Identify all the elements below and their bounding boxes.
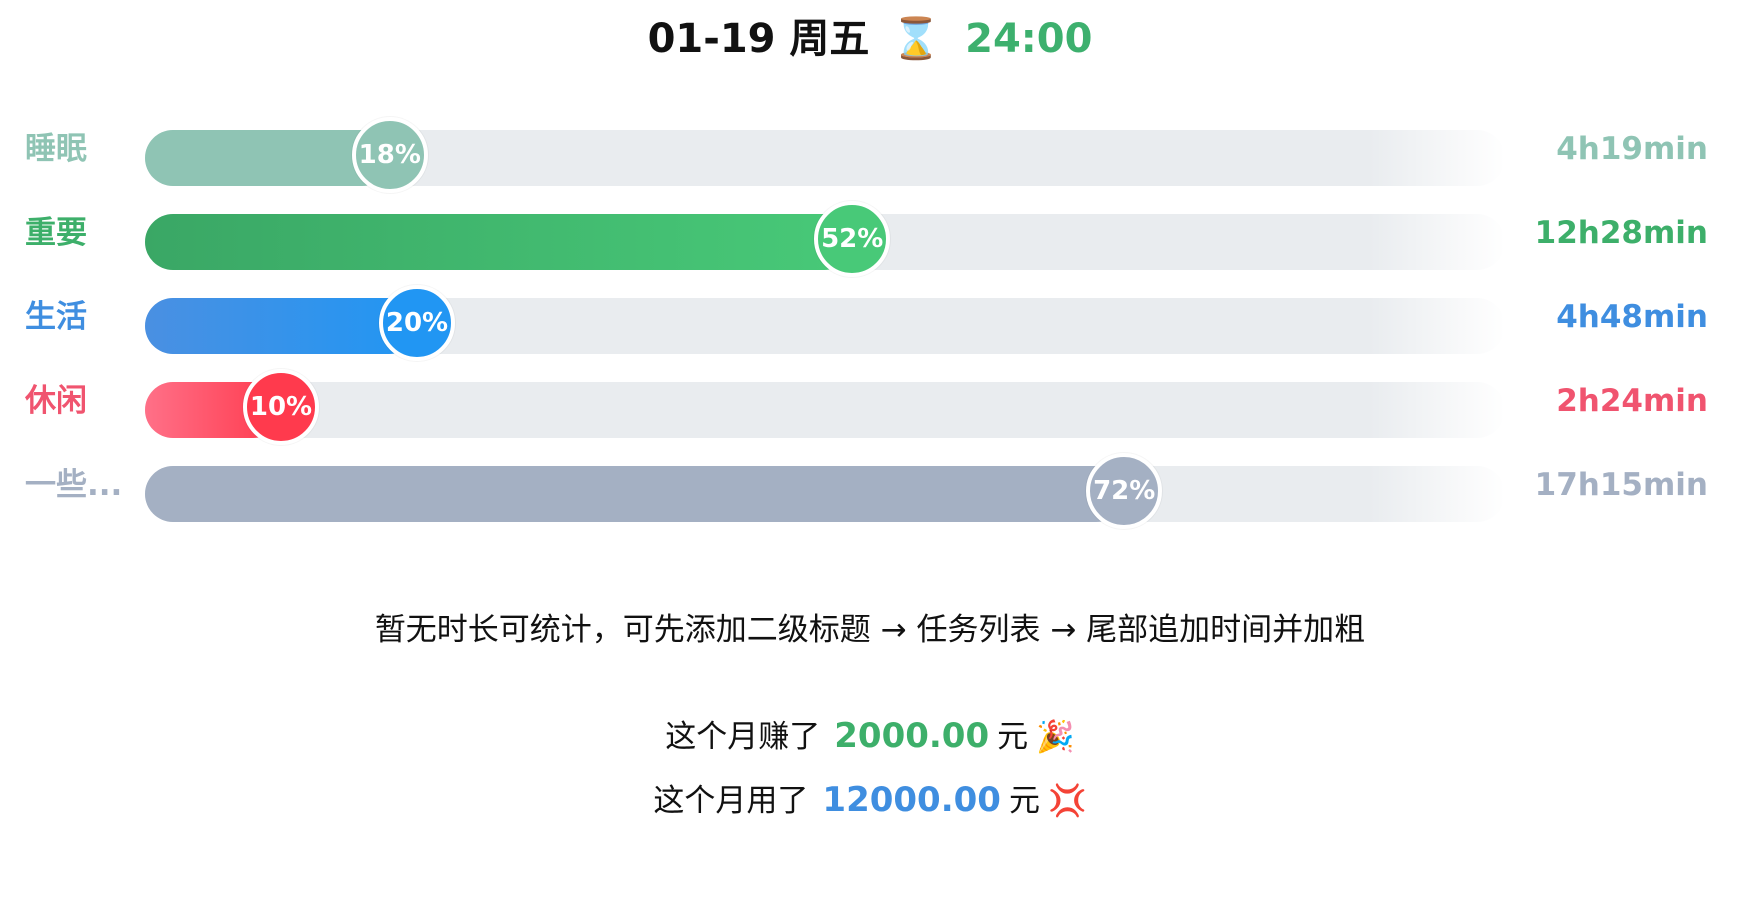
date-header: 01-19 周五 ⌛ 24:00	[0, 6, 1740, 72]
category-label: 生活	[25, 299, 87, 335]
progress-track: 18%	[145, 117, 1505, 193]
category-row-important: 重要 52% 12h28min	[0, 201, 1740, 277]
anger-icon: 💢	[1047, 783, 1087, 819]
category-row-sleep: 睡眠 18% 4h19min	[0, 117, 1740, 193]
category-label: 重要	[25, 215, 87, 251]
percent-badge: 10%	[243, 369, 319, 445]
percent-badge: 72%	[1086, 453, 1163, 529]
earned-amount: 2000.00	[834, 716, 990, 756]
earned-prefix: 这个月赚了	[665, 719, 821, 755]
progress-fill	[145, 130, 390, 186]
empty-hint-text: 暂无时长可统计，可先添加二级标题 → 任务列表 → 尾部追加时间并加粗	[374, 612, 1366, 648]
progress-track: 52%	[145, 201, 1505, 277]
category-label: 一些...	[25, 467, 123, 503]
duration-value: 12h28min	[1534, 215, 1708, 251]
monthly-spent-line: 这个月用了 12000.00 元 💢	[0, 776, 1740, 825]
progress-fill	[145, 298, 417, 354]
category-row-other: 一些... 72% 17h15min	[0, 453, 1740, 529]
duration-value: 17h15min	[1534, 467, 1708, 503]
spent-unit: 元	[1008, 783, 1040, 819]
party-popper-icon: 🎉	[1036, 719, 1075, 755]
category-label: 睡眠	[25, 131, 87, 167]
category-label: 休闲	[25, 383, 87, 419]
category-row-life: 生活 20% 4h48min	[0, 285, 1740, 361]
spent-prefix: 这个月用了	[653, 783, 809, 819]
progress-track: 20%	[145, 285, 1505, 361]
percent-badge: 20%	[379, 285, 455, 361]
percent-badge: 52%	[814, 201, 891, 277]
time-text: 24:00	[965, 16, 1093, 62]
hourglass-icon: ⌛	[891, 16, 942, 62]
duration-value: 2h24min	[1556, 383, 1708, 419]
progress-track: 72%	[145, 453, 1505, 529]
earned-unit: 元	[997, 719, 1029, 755]
category-row-leisure: 休闲 10% 2h24min	[0, 369, 1740, 445]
progress-fill	[145, 214, 853, 270]
monthly-earned-line: 这个月赚了 2000.00 元 🎉	[0, 712, 1740, 761]
date-text: 01-19 周五	[647, 16, 870, 62]
progress-track: 10%	[145, 369, 1505, 445]
progress-fill	[145, 466, 1125, 522]
spent-amount: 12000.00	[822, 780, 1001, 820]
duration-value: 4h48min	[1556, 299, 1708, 335]
percent-badge: 18%	[351, 117, 428, 193]
duration-value: 4h19min	[1556, 131, 1708, 167]
